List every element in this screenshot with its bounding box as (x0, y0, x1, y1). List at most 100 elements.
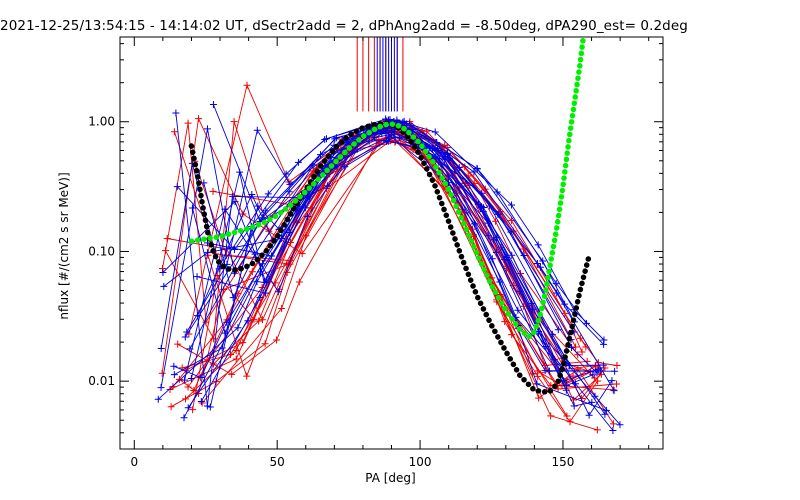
trace-marker (268, 252, 276, 260)
trace-marker (494, 210, 502, 218)
trace-marker (209, 187, 217, 195)
trace-marker (234, 324, 242, 332)
trace-marker (382, 129, 390, 137)
x-tick-label: 150 (552, 455, 575, 469)
trace-marker (493, 188, 501, 196)
trace-marker (294, 158, 302, 166)
trace-marker (323, 182, 331, 190)
trace-marker (250, 315, 258, 323)
trace-marker (160, 282, 168, 290)
trace-marker (594, 365, 602, 373)
fit-curves (188, 37, 592, 396)
trace-marker (261, 340, 269, 348)
trace-marker (180, 414, 188, 422)
trace-marker (600, 340, 608, 348)
trace-marker (433, 138, 441, 146)
trace-marker (547, 412, 555, 420)
trace-marker (206, 403, 214, 411)
trace-marker (260, 278, 268, 286)
trace-marker (264, 190, 272, 198)
trace-marker (285, 188, 293, 196)
trace-marker (304, 213, 312, 221)
trace-marker (181, 376, 189, 384)
trace-marker (608, 377, 616, 385)
trace-marker (613, 361, 621, 369)
trace-marker (611, 367, 619, 375)
x-tick-label: 50 (270, 455, 285, 469)
trace-marker (601, 410, 609, 418)
trace-marker (258, 316, 266, 324)
trace-marker (218, 344, 226, 352)
trace-line (184, 119, 563, 381)
trace-marker (239, 339, 247, 347)
x-tick-label: 0 (130, 455, 138, 469)
axis-labels: PA [deg] nflux [#/(cm2 s sr MeV)] (57, 172, 416, 485)
trace-marker (189, 406, 197, 414)
trace-marker (520, 252, 528, 260)
trace-marker (221, 329, 229, 337)
trace-marker (591, 374, 599, 382)
trace-marker (554, 326, 562, 334)
trace-marker (610, 387, 618, 395)
trace-marker (576, 334, 584, 342)
trace-marker (243, 81, 251, 89)
trace-marker (286, 180, 294, 188)
trace-marker (574, 351, 582, 359)
trace-marker (157, 384, 165, 392)
trace-marker (203, 125, 211, 133)
trace-marker (193, 273, 201, 281)
trace-marker (371, 133, 379, 141)
trace-marker (253, 126, 261, 134)
trace-marker (473, 164, 481, 172)
trace-marker (508, 201, 516, 209)
trace-marker (568, 343, 576, 351)
trace-marker (484, 232, 492, 240)
trace-marker (431, 128, 439, 136)
trace-marker (213, 271, 221, 279)
trace-marker (173, 183, 181, 191)
trace-marker (388, 127, 396, 135)
trace-marker (167, 403, 175, 411)
trace-marker (501, 318, 509, 326)
trace-marker (527, 299, 535, 307)
trace-marker (262, 207, 270, 215)
trace-marker (492, 248, 500, 256)
trace-line (193, 131, 595, 391)
measurement-traces (154, 81, 624, 434)
trace-marker (256, 293, 264, 301)
trace-marker (158, 369, 166, 377)
trace-marker (190, 386, 198, 394)
trace-marker (203, 249, 211, 257)
trace-marker (183, 328, 191, 336)
trace-marker (184, 383, 192, 391)
trace-marker (533, 380, 541, 388)
trace-marker (230, 118, 238, 126)
trace-marker (535, 394, 543, 402)
trace-marker (170, 128, 178, 136)
trace-marker (170, 371, 178, 379)
trace-marker (228, 370, 236, 378)
trace-marker (593, 426, 601, 434)
trace-marker (476, 204, 484, 212)
trace-marker (170, 362, 178, 370)
trace-marker (316, 151, 324, 159)
trace-marker (541, 367, 549, 375)
trace-marker (384, 137, 392, 145)
trace-marker (616, 421, 624, 429)
trace-marker (560, 377, 568, 385)
trace-marker (188, 204, 196, 212)
trace-marker (582, 319, 590, 327)
trace-marker (175, 375, 183, 383)
trace-marker (341, 163, 349, 171)
trace-marker (562, 381, 570, 389)
fit-curve-black (188, 120, 592, 396)
trace-marker (570, 402, 578, 410)
trace-marker (321, 136, 329, 144)
trace-marker (599, 361, 607, 369)
trace-marker (236, 168, 244, 176)
trace-marker (514, 306, 522, 314)
trace-marker (534, 241, 542, 249)
trace-marker (184, 404, 192, 412)
trace-marker (302, 232, 310, 240)
